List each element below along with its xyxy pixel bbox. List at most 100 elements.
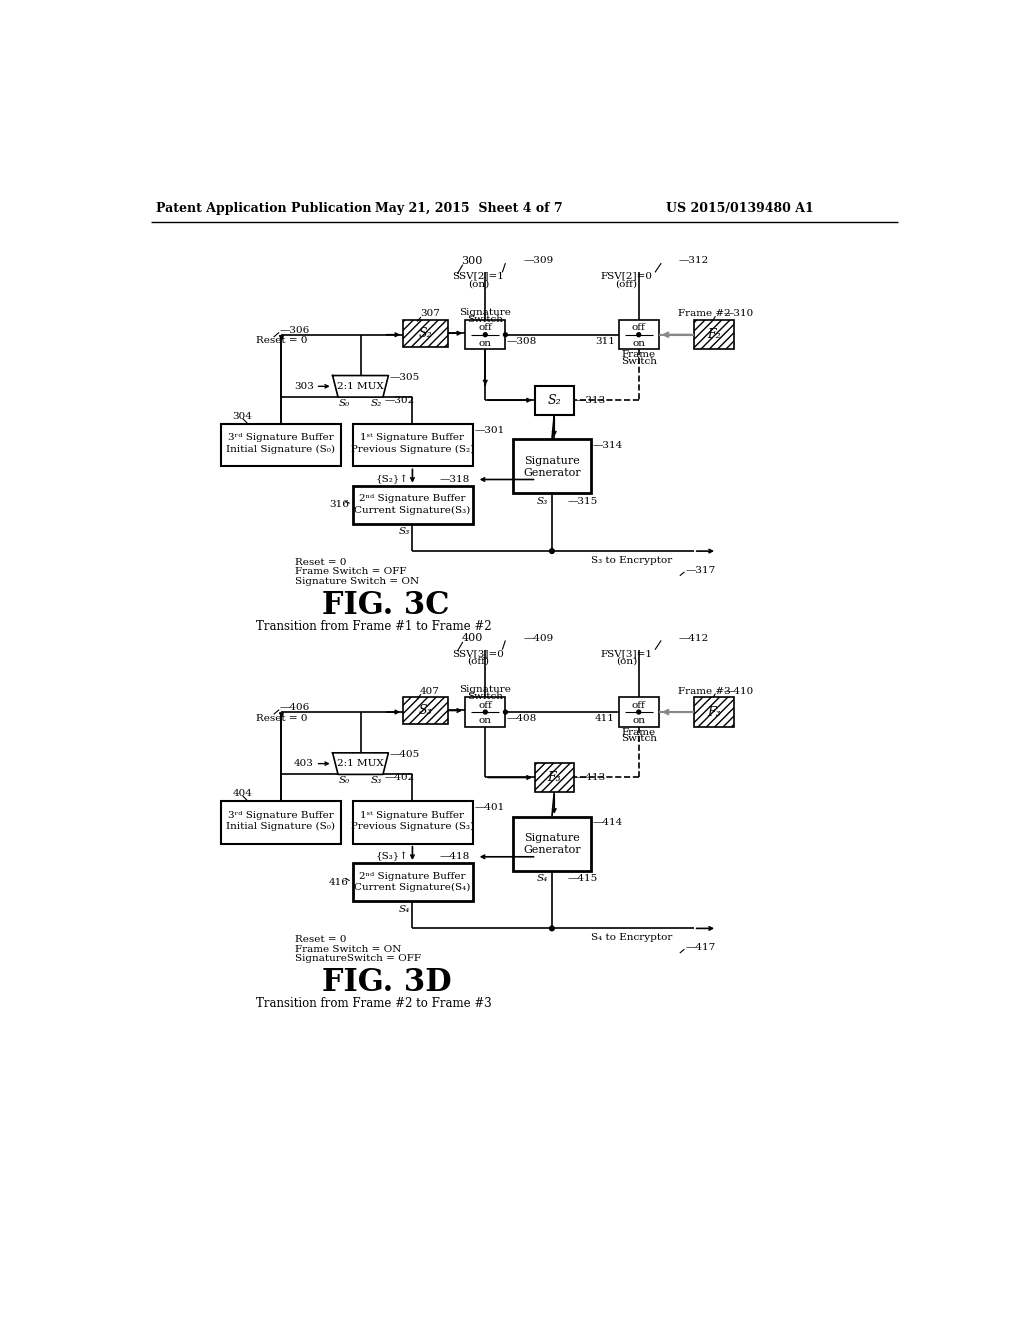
Text: FIG. 3C: FIG. 3C bbox=[322, 590, 450, 620]
Text: (on): (on) bbox=[615, 657, 637, 665]
Text: —310: —310 bbox=[723, 309, 754, 318]
Text: May 21, 2015  Sheet 4 of 7: May 21, 2015 Sheet 4 of 7 bbox=[375, 202, 563, 215]
Circle shape bbox=[637, 333, 641, 337]
Text: 400: 400 bbox=[461, 634, 482, 643]
Text: S₃: S₃ bbox=[419, 704, 432, 717]
Text: —418: —418 bbox=[439, 853, 470, 861]
Bar bbox=[618, 697, 658, 726]
Text: 3ʳᵈ Signature Buffer: 3ʳᵈ Signature Buffer bbox=[227, 810, 334, 820]
Text: F₃: F₃ bbox=[548, 771, 561, 784]
Text: —301: —301 bbox=[474, 426, 505, 434]
Text: FSV[3]=1: FSV[3]=1 bbox=[600, 649, 652, 657]
Text: 416: 416 bbox=[329, 878, 349, 887]
Bar bbox=[352, 424, 473, 466]
Text: (off): (off) bbox=[467, 657, 489, 665]
Text: US 2015/0139480 A1: US 2015/0139480 A1 bbox=[667, 202, 814, 215]
Bar bbox=[693, 321, 734, 350]
Text: 411: 411 bbox=[595, 714, 614, 723]
Text: off: off bbox=[632, 323, 645, 333]
Text: Frame: Frame bbox=[622, 727, 655, 737]
Bar bbox=[352, 486, 473, 524]
Bar bbox=[403, 697, 449, 725]
Text: Previous Signature (S₂): Previous Signature (S₂) bbox=[351, 445, 474, 454]
Text: —308: —308 bbox=[507, 337, 538, 346]
Text: on: on bbox=[632, 339, 645, 347]
Text: Frame: Frame bbox=[622, 350, 655, 359]
Text: 3ʳᵈ Signature Buffer: 3ʳᵈ Signature Buffer bbox=[227, 433, 334, 442]
Text: Switch: Switch bbox=[467, 692, 503, 701]
Bar bbox=[618, 321, 658, 350]
Bar bbox=[465, 321, 506, 350]
Circle shape bbox=[504, 333, 507, 337]
Text: —413: —413 bbox=[575, 774, 605, 781]
Text: —314: —314 bbox=[592, 441, 623, 450]
Text: —405: —405 bbox=[390, 750, 420, 759]
Text: —408: —408 bbox=[507, 714, 538, 723]
Text: —305: —305 bbox=[390, 372, 420, 381]
Text: F₃: F₃ bbox=[708, 705, 721, 718]
Text: Reset = 0: Reset = 0 bbox=[256, 714, 307, 722]
Text: off: off bbox=[632, 701, 645, 710]
Text: Signature: Signature bbox=[460, 308, 511, 317]
Text: FIG. 3D: FIG. 3D bbox=[322, 966, 452, 998]
Text: Reset = 0: Reset = 0 bbox=[256, 337, 307, 346]
Text: Frame #2: Frame #2 bbox=[678, 309, 731, 318]
Text: Switch: Switch bbox=[467, 315, 503, 323]
Bar bbox=[513, 817, 591, 871]
Text: —317: —317 bbox=[686, 566, 716, 574]
Text: —412: —412 bbox=[678, 634, 709, 643]
Text: FSV[2]=0: FSV[2]=0 bbox=[600, 272, 652, 281]
Bar bbox=[221, 801, 341, 843]
Text: S₀: S₀ bbox=[339, 399, 350, 408]
Text: 404: 404 bbox=[232, 789, 253, 799]
Text: F₂: F₂ bbox=[708, 329, 721, 342]
Bar bbox=[403, 321, 449, 347]
Text: —312: —312 bbox=[678, 256, 709, 265]
Text: Frame Switch = ON: Frame Switch = ON bbox=[295, 945, 401, 953]
Circle shape bbox=[504, 710, 507, 714]
Circle shape bbox=[550, 549, 554, 553]
Bar bbox=[535, 385, 573, 414]
Text: {S₂}↑: {S₂}↑ bbox=[376, 475, 409, 484]
Text: 303: 303 bbox=[294, 381, 314, 391]
Circle shape bbox=[483, 710, 487, 714]
Circle shape bbox=[637, 710, 641, 714]
Text: 304: 304 bbox=[232, 412, 253, 421]
Text: S₄: S₄ bbox=[537, 874, 548, 883]
Text: S₃: S₃ bbox=[399, 528, 411, 536]
Text: Initial Signature (S₀): Initial Signature (S₀) bbox=[226, 822, 335, 832]
Text: —406: —406 bbox=[280, 704, 310, 711]
Text: S₃: S₃ bbox=[371, 776, 382, 785]
Text: on: on bbox=[479, 339, 492, 347]
Bar bbox=[352, 863, 473, 902]
Text: 311: 311 bbox=[595, 337, 614, 346]
Text: 307: 307 bbox=[420, 309, 440, 318]
Bar bbox=[693, 697, 734, 726]
Text: —313: —313 bbox=[575, 396, 605, 405]
Text: —414: —414 bbox=[592, 818, 623, 828]
Text: 1ˢᵗ Signature Buffer: 1ˢᵗ Signature Buffer bbox=[360, 810, 465, 820]
Circle shape bbox=[550, 927, 554, 931]
Text: —410: —410 bbox=[723, 686, 754, 696]
Bar bbox=[221, 424, 341, 466]
Text: S₂: S₂ bbox=[419, 326, 432, 339]
Text: Reset = 0: Reset = 0 bbox=[295, 558, 346, 568]
Text: 2:1 MUX: 2:1 MUX bbox=[337, 759, 384, 768]
Text: Switch: Switch bbox=[621, 734, 656, 743]
Text: on: on bbox=[479, 715, 492, 725]
Text: Signature Switch = ON: Signature Switch = ON bbox=[295, 577, 419, 586]
Text: Generator: Generator bbox=[523, 467, 581, 478]
Text: Patent Application Publication: Patent Application Publication bbox=[156, 202, 372, 215]
Bar bbox=[535, 763, 573, 792]
Text: —309: —309 bbox=[523, 256, 554, 265]
Text: —306: —306 bbox=[280, 326, 310, 334]
Text: —318: —318 bbox=[439, 475, 470, 484]
Text: 300: 300 bbox=[461, 256, 482, 265]
Text: 2ⁿᵈ Signature Buffer: 2ⁿᵈ Signature Buffer bbox=[359, 871, 466, 880]
Text: (off): (off) bbox=[615, 280, 637, 288]
Text: Frame Switch = OFF: Frame Switch = OFF bbox=[295, 568, 407, 577]
Text: —409: —409 bbox=[523, 634, 554, 643]
Text: —401: —401 bbox=[474, 803, 505, 812]
Text: —415: —415 bbox=[567, 874, 598, 883]
Text: Signature: Signature bbox=[524, 833, 580, 843]
